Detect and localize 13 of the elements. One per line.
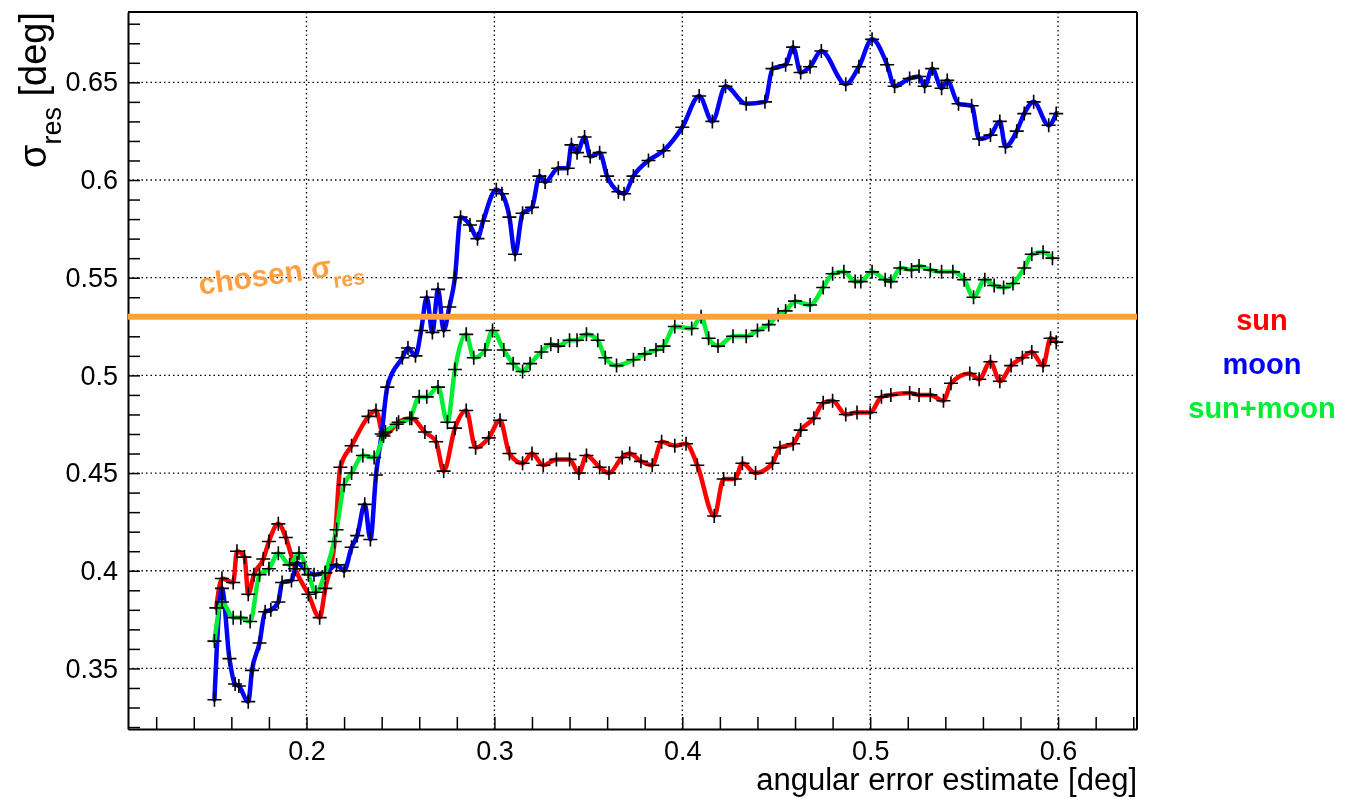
x-tick-label: 0.4 xyxy=(664,736,702,767)
y-tick-label: 0.55 xyxy=(65,262,118,293)
text: moon xyxy=(1222,348,1302,380)
y-tick-label: 0.6 xyxy=(80,165,118,196)
text: sun xyxy=(1236,304,1288,336)
y-tick-label: 0.45 xyxy=(65,458,118,489)
x-tick-label: 0.2 xyxy=(288,736,326,767)
y-tick-label: 0.65 xyxy=(65,67,118,98)
y-tick-label: 0.4 xyxy=(80,555,118,586)
x-tick-label: 0.3 xyxy=(476,736,514,767)
y-tick-label: 0.35 xyxy=(65,653,118,684)
text: sun+moon xyxy=(1188,392,1336,424)
y-tick-label: 0.5 xyxy=(80,360,118,391)
